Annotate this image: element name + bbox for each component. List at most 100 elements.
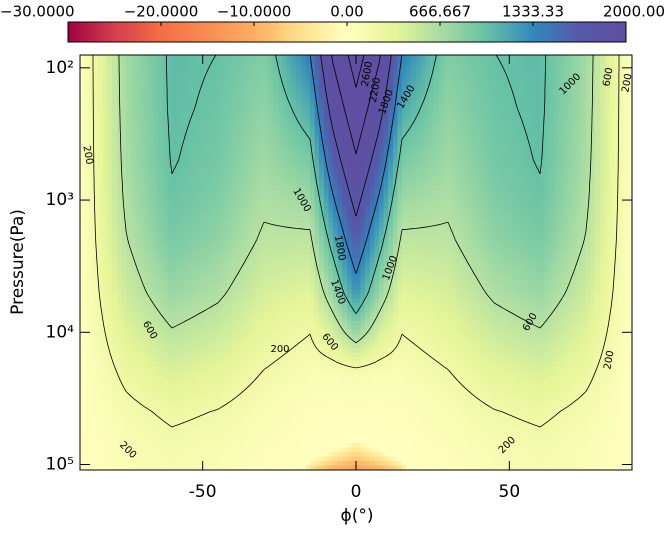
heat-cell xyxy=(484,109,490,115)
heat-cell xyxy=(549,104,555,110)
heat-cell xyxy=(213,181,219,187)
heat-cell xyxy=(337,86,343,92)
heat-cell xyxy=(517,131,522,137)
heat-cell xyxy=(190,203,196,209)
heat-cell xyxy=(461,104,467,110)
heat-cell xyxy=(259,203,265,209)
heat-cell xyxy=(144,55,150,60)
heat-cell xyxy=(595,95,601,101)
heat-cell xyxy=(231,167,237,173)
heat-cell xyxy=(425,59,430,65)
heat-cell xyxy=(291,91,297,96)
heat-cell xyxy=(599,131,605,137)
heat-cell xyxy=(480,59,486,65)
heat-cell xyxy=(549,217,555,223)
heat-cell xyxy=(507,109,513,115)
heat-cell xyxy=(80,118,85,124)
heat-cell xyxy=(300,68,306,74)
heat-cell xyxy=(484,212,490,218)
heat-cell xyxy=(172,230,177,236)
heat-cell xyxy=(287,172,292,178)
heat-cell xyxy=(618,145,624,151)
heat-cell xyxy=(199,140,205,146)
heat-cell xyxy=(443,203,449,209)
heat-cell xyxy=(438,59,444,65)
heat-cell xyxy=(208,113,214,119)
heat-cell xyxy=(402,158,407,164)
heat-cell xyxy=(356,212,361,218)
heat-cell xyxy=(328,185,334,191)
heat-cell xyxy=(135,64,141,69)
heat-cell xyxy=(581,172,587,178)
heat-cell xyxy=(392,77,398,83)
heat-cell xyxy=(277,208,283,214)
heat-cell xyxy=(107,113,113,119)
heat-cell xyxy=(383,109,389,115)
heat-cell xyxy=(337,212,343,218)
heat-cell xyxy=(540,118,545,124)
heat-cell xyxy=(218,154,223,160)
heat-cell xyxy=(494,59,499,65)
heat-cell xyxy=(167,127,173,133)
heat-cell xyxy=(296,68,302,74)
heat-cell xyxy=(135,145,141,151)
heat-cell xyxy=(369,185,375,191)
heat-cell xyxy=(323,82,329,87)
heat-cell xyxy=(627,212,633,218)
heat-cell xyxy=(397,77,403,83)
heat-cell xyxy=(471,73,476,78)
heat-cell xyxy=(402,194,407,200)
heat-cell xyxy=(149,167,154,173)
heat-cell xyxy=(245,190,251,196)
heat-cell xyxy=(374,185,380,191)
heat-cell xyxy=(553,113,559,119)
heat-cell xyxy=(572,118,578,124)
heat-cell xyxy=(342,239,348,245)
heat-cell xyxy=(627,154,633,160)
heat-cell xyxy=(195,59,200,65)
heat-cell xyxy=(162,212,168,218)
heat-cell xyxy=(609,154,614,160)
heat-cell xyxy=(305,230,311,236)
heat-cell xyxy=(259,158,265,164)
heat-cell xyxy=(213,86,219,92)
heat-cell xyxy=(517,217,522,223)
heat-cell xyxy=(254,176,260,182)
heat-cell xyxy=(153,140,159,146)
heat-cell xyxy=(227,73,233,78)
heat-cell xyxy=(530,190,536,196)
heat-cell xyxy=(572,230,578,236)
heat-cell xyxy=(471,167,476,173)
heat-cell xyxy=(392,145,398,151)
heat-cell xyxy=(475,154,481,160)
heat-cell xyxy=(181,82,187,87)
heat-cell xyxy=(135,230,141,236)
heat-cell xyxy=(333,68,338,74)
heat-cell xyxy=(369,226,375,232)
heat-cell xyxy=(448,208,453,214)
heat-cell xyxy=(264,82,269,87)
heat-cell xyxy=(549,199,555,205)
heat-cell xyxy=(158,104,164,110)
heat-cell xyxy=(503,64,509,69)
heat-cell xyxy=(139,77,145,83)
heat-cell xyxy=(250,212,256,218)
heat-cell xyxy=(379,190,384,196)
heat-cell xyxy=(471,68,476,74)
heat-cell xyxy=(319,221,325,227)
heat-cell xyxy=(112,221,118,227)
heat-cell xyxy=(231,217,237,223)
heat-cell xyxy=(333,77,338,83)
heat-cell xyxy=(425,104,430,110)
heat-cell xyxy=(438,113,444,119)
heat-cell xyxy=(80,82,85,87)
heat-cell xyxy=(328,158,334,164)
heat-cell xyxy=(296,217,302,223)
heat-cell xyxy=(296,221,302,227)
heat-cell xyxy=(268,167,274,173)
heat-cell xyxy=(563,163,568,169)
heat-cell xyxy=(498,113,504,119)
heat-cell xyxy=(135,208,141,214)
heat-cell xyxy=(305,91,311,96)
heat-cell xyxy=(130,176,136,182)
